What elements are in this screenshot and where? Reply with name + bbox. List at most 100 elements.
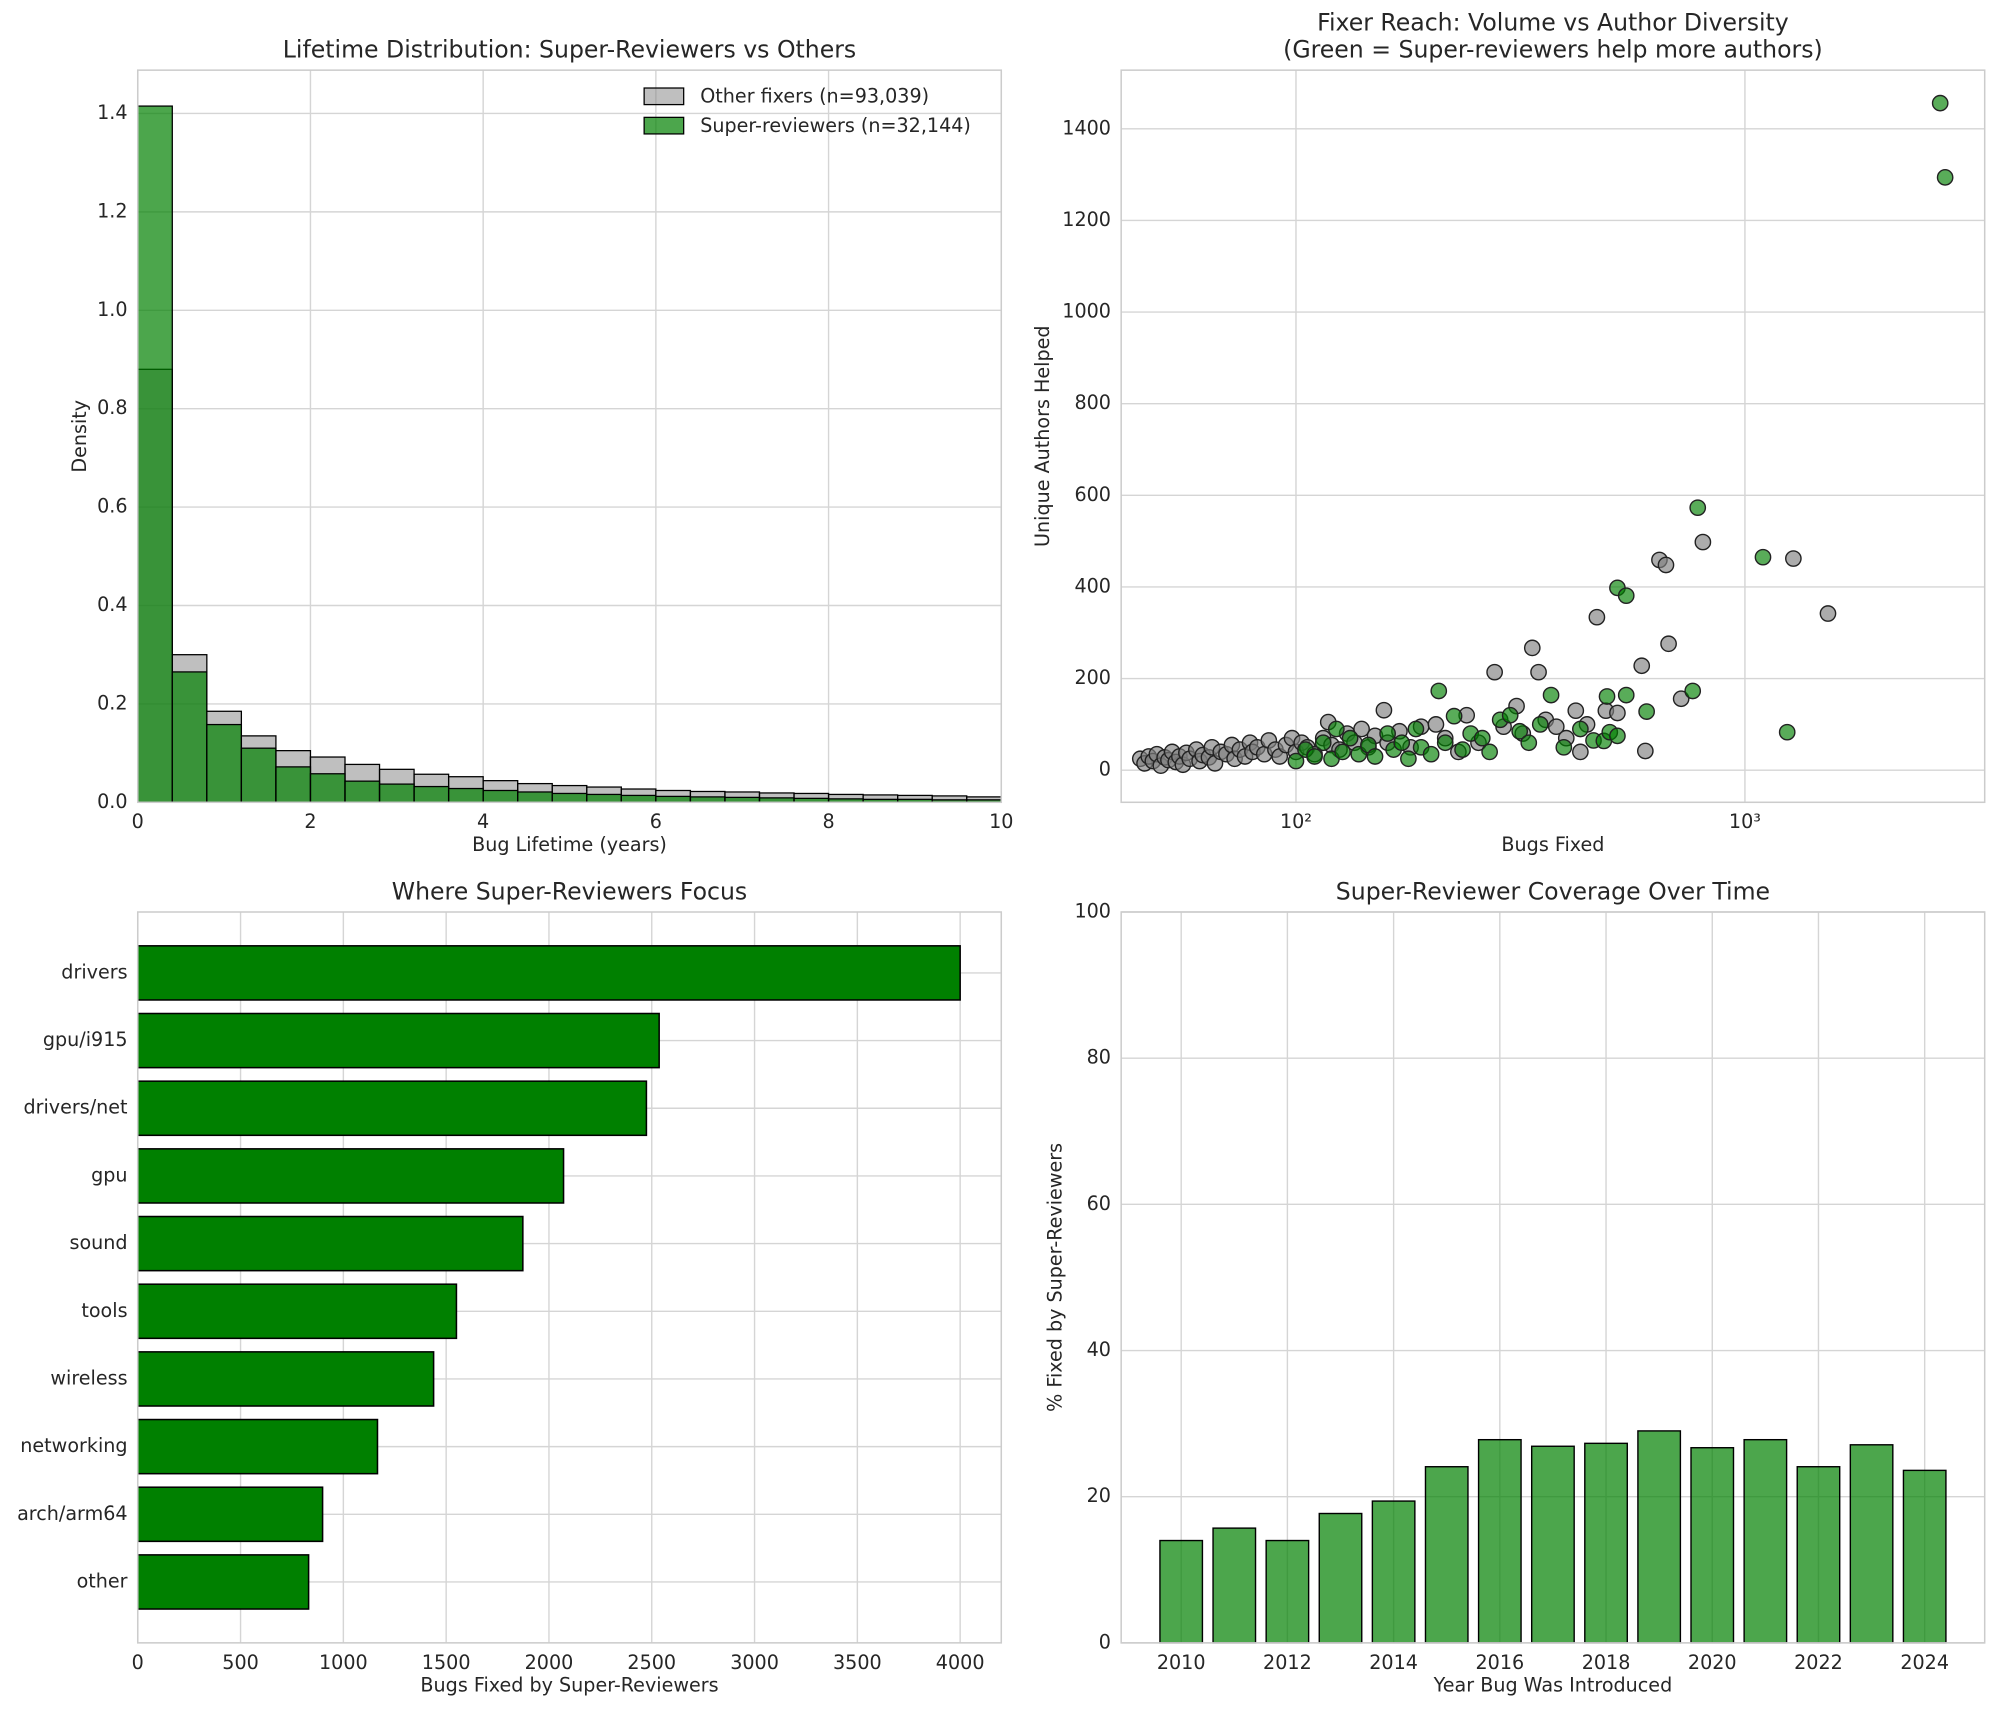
axes-frame xyxy=(1120,911,1986,1644)
hist-bar xyxy=(206,723,243,803)
y-axis-label: % Fixed by Super-Reviewers xyxy=(1044,1143,1067,1412)
x-tick-label: 2012 xyxy=(1263,1651,1312,1674)
y-tick-label: 400 xyxy=(1074,574,1111,597)
y-tick-label: 0.6 xyxy=(97,495,127,518)
y-tick-label: 20 xyxy=(1087,1484,1111,1507)
bar xyxy=(136,1012,660,1069)
hist-bar xyxy=(482,789,519,803)
x-tick-label: 4000 xyxy=(936,1651,985,1674)
scatter-point xyxy=(1520,734,1538,752)
y-tick-label: 1.2 xyxy=(97,199,127,222)
scatter-point xyxy=(1422,745,1440,763)
x-tick-label: 2022 xyxy=(1794,1651,1843,1674)
hist-bar xyxy=(517,791,553,803)
scatter-point xyxy=(1531,716,1549,733)
scatter-point xyxy=(1445,707,1463,725)
scatter-point xyxy=(1334,743,1351,761)
scatter-point xyxy=(1609,704,1626,722)
scatter-point xyxy=(1609,727,1626,745)
scatter-point xyxy=(1486,663,1503,681)
bar xyxy=(1159,1539,1204,1644)
legend-label: Super-reviewers (n=32,144) xyxy=(700,114,971,137)
bar xyxy=(1477,1438,1522,1644)
x-tick-label: 4 xyxy=(477,810,489,833)
legend-label: Other fixers (n=93,039) xyxy=(700,84,929,107)
scatter-point xyxy=(1689,499,1707,517)
scatter-point xyxy=(1588,608,1606,626)
bar xyxy=(1796,1466,1841,1644)
chart-title: Lifetime Distribution: Super-Reviewers v… xyxy=(283,36,856,64)
y-tick-label: networking xyxy=(20,1434,127,1457)
x-tick-label: 3000 xyxy=(730,1651,779,1674)
y-tick-label: 1200 xyxy=(1062,208,1111,231)
chart-title: Super-Reviewer Coverage Over Time xyxy=(1336,877,1770,905)
scatter-point xyxy=(1672,690,1690,708)
scatter-point xyxy=(1657,556,1675,574)
y-tick-label: 1000 xyxy=(1062,300,1111,323)
chart-subtitle: (Green = Super-reviewers help more autho… xyxy=(1283,36,1823,64)
y-tick-label: 800 xyxy=(1074,391,1111,414)
x-tick-label: 2020 xyxy=(1688,1651,1737,1674)
bar xyxy=(1265,1539,1310,1644)
x-tick-label: 10 xyxy=(989,810,1013,833)
y-tick-label: 600 xyxy=(1074,483,1111,506)
hist-bar xyxy=(378,783,415,803)
x-tick-label: 10² xyxy=(1280,810,1312,833)
scatter-point xyxy=(1366,748,1384,765)
x-tick-label: 2000 xyxy=(525,1651,574,1674)
y-tick-label: 1.4 xyxy=(97,101,127,124)
hist-bar xyxy=(689,796,726,803)
scatter-point xyxy=(1501,706,1519,724)
scatter-point xyxy=(1547,718,1565,736)
x-axis-label: Bugs Fixed by Super-Reviewers xyxy=(420,1674,718,1697)
scatter-point xyxy=(1555,738,1573,756)
scatter-point xyxy=(1393,734,1411,752)
legend-swatch xyxy=(643,116,685,135)
x-tick-label: 8 xyxy=(822,810,834,833)
chart-title: Fixer Reach: Volume vs Author Diversity xyxy=(1317,9,1789,37)
y-tick-label: 60 xyxy=(1087,1192,1111,1215)
x-tick-label: 6 xyxy=(650,810,662,833)
y-axis-label: Density xyxy=(68,400,91,473)
scatter-point xyxy=(1819,605,1837,622)
bar xyxy=(1424,1466,1469,1644)
scatter-point xyxy=(1638,703,1655,720)
bar xyxy=(136,1080,648,1137)
y-tick-label: 0 xyxy=(1099,758,1111,781)
scatter-point xyxy=(1353,720,1370,738)
y-tick-label: 0.8 xyxy=(97,396,127,419)
x-axis-label: Year Bug Was Introduced xyxy=(1433,1674,1673,1697)
hist-bar xyxy=(413,785,450,803)
scatter-point xyxy=(1542,686,1560,704)
hist-bar xyxy=(309,773,346,803)
scatter-point xyxy=(1694,533,1712,551)
bar xyxy=(136,1486,324,1543)
x-tick-label: 2016 xyxy=(1475,1651,1524,1674)
y-tick-label: arch/arm64 xyxy=(17,1502,127,1525)
x-axis-label: Bug Lifetime (years) xyxy=(472,833,667,856)
bar xyxy=(136,1351,435,1407)
bar xyxy=(1371,1500,1416,1644)
bar xyxy=(136,1554,310,1610)
axes-frame xyxy=(136,69,1003,804)
scatter-point xyxy=(1400,750,1417,768)
scatter-point xyxy=(1754,548,1772,566)
scatter-point xyxy=(1436,734,1454,752)
hist-bar xyxy=(551,792,588,803)
hist-bar xyxy=(620,794,657,803)
y-tick-label: 0.4 xyxy=(97,593,127,616)
scatter-point xyxy=(1287,752,1305,770)
bar xyxy=(1318,1512,1363,1644)
x-tick-label: 2010 xyxy=(1157,1651,1206,1674)
x-tick-label: 0 xyxy=(132,810,144,833)
y-tick-label: tools xyxy=(81,1299,127,1322)
bar xyxy=(136,1418,379,1475)
scatter-point xyxy=(1375,701,1393,719)
x-tick-label: 0 xyxy=(132,1651,144,1674)
x-tick-label: 10³ xyxy=(1729,810,1761,833)
y-tick-label: gpu xyxy=(91,1163,127,1186)
y-tick-label: 0.0 xyxy=(97,790,127,813)
x-tick-label: 2018 xyxy=(1582,1651,1631,1674)
y-tick-label: wireless xyxy=(50,1366,127,1389)
